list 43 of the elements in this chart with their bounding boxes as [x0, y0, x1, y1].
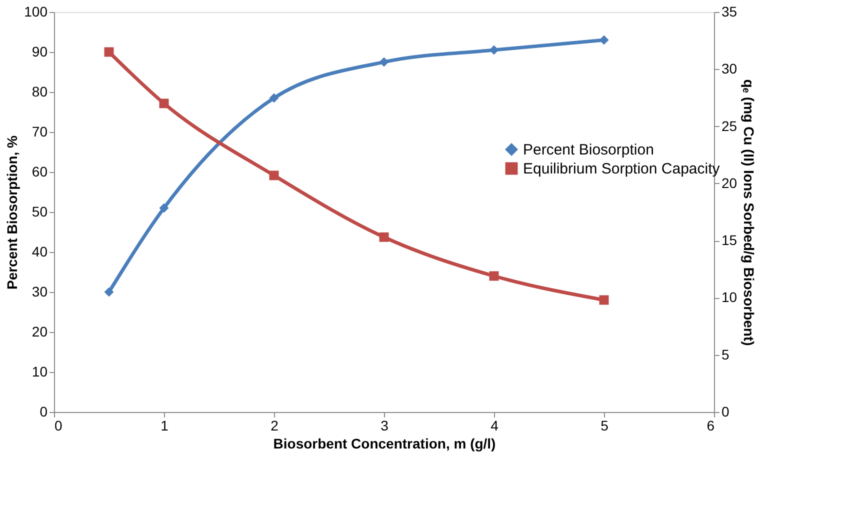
y-tick-label: 70 — [32, 124, 48, 140]
y-tick-label: 50 — [32, 204, 48, 220]
point — [489, 45, 499, 55]
y-tick-label: 100 — [24, 4, 48, 20]
y-tick-label: 40 — [32, 244, 48, 260]
y-tick-label: 80 — [32, 84, 48, 100]
point — [599, 35, 609, 45]
y2-tick-label: 30 — [722, 60, 738, 77]
x-tick-label: 4 — [490, 418, 499, 434]
y2-tick-label: 10 — [722, 289, 738, 306]
y-tick-label: 30 — [32, 284, 48, 300]
y2-axis-title: qₑ (mg Cu (II) Ions Sorbed/g Biosorbent) — [741, 79, 758, 346]
x-tick-label: 2 — [270, 418, 279, 434]
point — [159, 203, 169, 213]
point — [379, 57, 389, 67]
point — [599, 295, 609, 305]
y-tick-label: 20 — [32, 324, 48, 340]
y-tick-label: 90 — [32, 44, 48, 60]
y2-tick-label: 20 — [722, 174, 738, 191]
point — [269, 93, 279, 103]
legend-label: Percent Biosorption — [523, 142, 654, 158]
point — [104, 47, 114, 57]
y-tick-label: 10 — [32, 364, 48, 380]
x-tick-label: 5 — [600, 418, 609, 434]
y-tick-label: 60 — [32, 164, 48, 180]
y2-tick-label: 25 — [722, 118, 738, 134]
x-tick-label: 3 — [380, 418, 389, 434]
x-tick-label: 0 — [54, 418, 62, 434]
x-tick-label: 6 — [706, 418, 715, 434]
x-tick-label: 1 — [160, 418, 169, 434]
point — [379, 232, 389, 242]
y2-tick-label: 15 — [722, 232, 738, 248]
y-axis-title: Percent Biosorption, % — [4, 134, 20, 290]
point — [104, 287, 114, 297]
legend-label: Equilibrium Sorption Capacity — [523, 160, 720, 178]
point — [489, 271, 499, 281]
x-axis-title: Biosorbent Concentration, m (g/l) — [273, 436, 496, 452]
y-tick-label: 0 — [40, 404, 48, 420]
y2-tick-label: 0 — [722, 404, 730, 420]
point — [159, 98, 169, 108]
y2-tick-label: 5 — [722, 346, 730, 362]
point — [269, 170, 279, 180]
y2-tick-label: 35 — [722, 4, 738, 20]
